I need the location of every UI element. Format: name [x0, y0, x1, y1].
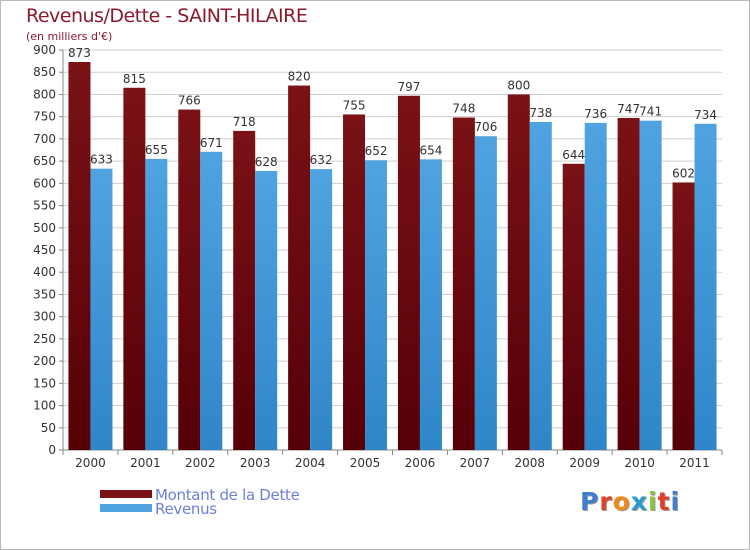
x-tick-label: 2007 [460, 456, 491, 470]
bar-label-revenue: 633 [90, 153, 113, 167]
bar-revenue [419, 159, 442, 451]
bar-label-revenue: 741 [639, 105, 662, 119]
x-tick-label: 2000 [75, 456, 106, 470]
bar-label-debt: 815 [123, 72, 146, 86]
bar-revenue [694, 123, 717, 451]
x-tick-label: 2002 [185, 456, 216, 470]
bar-label-revenue: 628 [255, 155, 278, 169]
x-tick-label: 2010 [624, 456, 655, 470]
bar-label-debt: 797 [398, 80, 421, 94]
bar-debt [343, 114, 366, 450]
bar-label-revenue: 738 [529, 106, 552, 120]
bar-label-debt: 644 [562, 148, 585, 162]
bar-revenue [200, 151, 223, 450]
bar-revenue [584, 122, 607, 450]
bar-revenue [145, 158, 168, 450]
bar-revenue [365, 160, 388, 450]
y-tick-label: 650 [33, 154, 56, 168]
bar-debt [672, 182, 695, 450]
x-tick-label: 2003 [240, 456, 271, 470]
bar-debt [452, 117, 475, 451]
bar-debt [507, 94, 530, 450]
legend-swatch-revenue [100, 504, 152, 512]
bar-debt [123, 87, 146, 451]
legend-swatch-debt [100, 490, 152, 498]
bar-label-revenue: 671 [200, 136, 223, 150]
x-tick-label: 2009 [569, 456, 600, 470]
chart-title: Revenus/Dette - SAINT-HILAIRE [26, 5, 308, 27]
bar-debt [288, 85, 311, 451]
bar-label-debt: 602 [672, 166, 695, 180]
bar-debt [233, 130, 256, 450]
x-tick-label: 2006 [405, 456, 436, 470]
y-tick-label: 900 [33, 43, 56, 57]
bar-debt [178, 109, 201, 451]
y-tick-label: 550 [33, 199, 56, 213]
y-tick-label: 250 [33, 332, 56, 346]
bar-label-revenue: 734 [694, 108, 717, 122]
y-tick-label: 850 [33, 65, 56, 79]
y-tick-label: 450 [33, 243, 56, 257]
x-tick-label: 2001 [130, 456, 161, 470]
bar-revenue [639, 120, 662, 451]
bar-label-debt: 748 [452, 102, 475, 116]
legend-label-debt: Montant de la Dette [155, 486, 300, 504]
y-tick-label: 50 [41, 421, 56, 435]
chart-subtitle: (en milliers d'€) [26, 30, 113, 43]
x-tick-label: 2004 [295, 456, 326, 470]
x-tick-label: 2011 [679, 456, 710, 470]
y-tick-label: 400 [33, 265, 56, 279]
y-tick-label: 0 [48, 443, 56, 457]
bar-revenue [90, 168, 113, 450]
bar-label-revenue: 632 [310, 153, 333, 167]
y-tick-label: 600 [33, 176, 56, 190]
y-tick-label: 700 [33, 132, 56, 146]
bar-revenue [529, 122, 552, 450]
y-tick-label: 100 [33, 399, 56, 413]
bar-debt [397, 95, 420, 451]
proxiti-logo: Proxiti [580, 487, 681, 516]
bar-label-revenue: 655 [145, 143, 168, 157]
bar-debt [617, 118, 640, 450]
y-tick-label: 350 [33, 287, 56, 301]
y-tick-label: 300 [33, 310, 56, 324]
bar-label-debt: 747 [617, 102, 640, 116]
y-tick-label: 500 [33, 221, 56, 235]
bar-label-debt: 766 [178, 94, 201, 108]
y-tick-label: 200 [33, 354, 56, 368]
y-tick-label: 800 [33, 87, 56, 101]
x-tick-label: 2005 [350, 456, 381, 470]
bar-label-debt: 800 [507, 78, 530, 92]
bar-label-debt: 820 [288, 70, 311, 84]
bar-debt [562, 163, 585, 450]
y-tick-label: 750 [33, 110, 56, 124]
bar-debt [68, 62, 91, 450]
bar-label-debt: 755 [343, 98, 366, 112]
x-tick-label: 2008 [515, 456, 546, 470]
bar-label-debt: 873 [68, 46, 91, 60]
y-tick-label: 150 [33, 376, 56, 390]
bar-revenue [255, 170, 278, 450]
bar-label-revenue: 736 [584, 107, 607, 121]
bar-label-revenue: 652 [365, 144, 388, 158]
bar-revenue [310, 169, 333, 450]
legend-label-revenue: Revenus [155, 500, 217, 518]
bar-label-revenue: 654 [420, 143, 443, 157]
bar-label-revenue: 706 [474, 120, 497, 134]
bar-label-debt: 718 [233, 115, 256, 129]
bar-revenue [474, 136, 497, 450]
